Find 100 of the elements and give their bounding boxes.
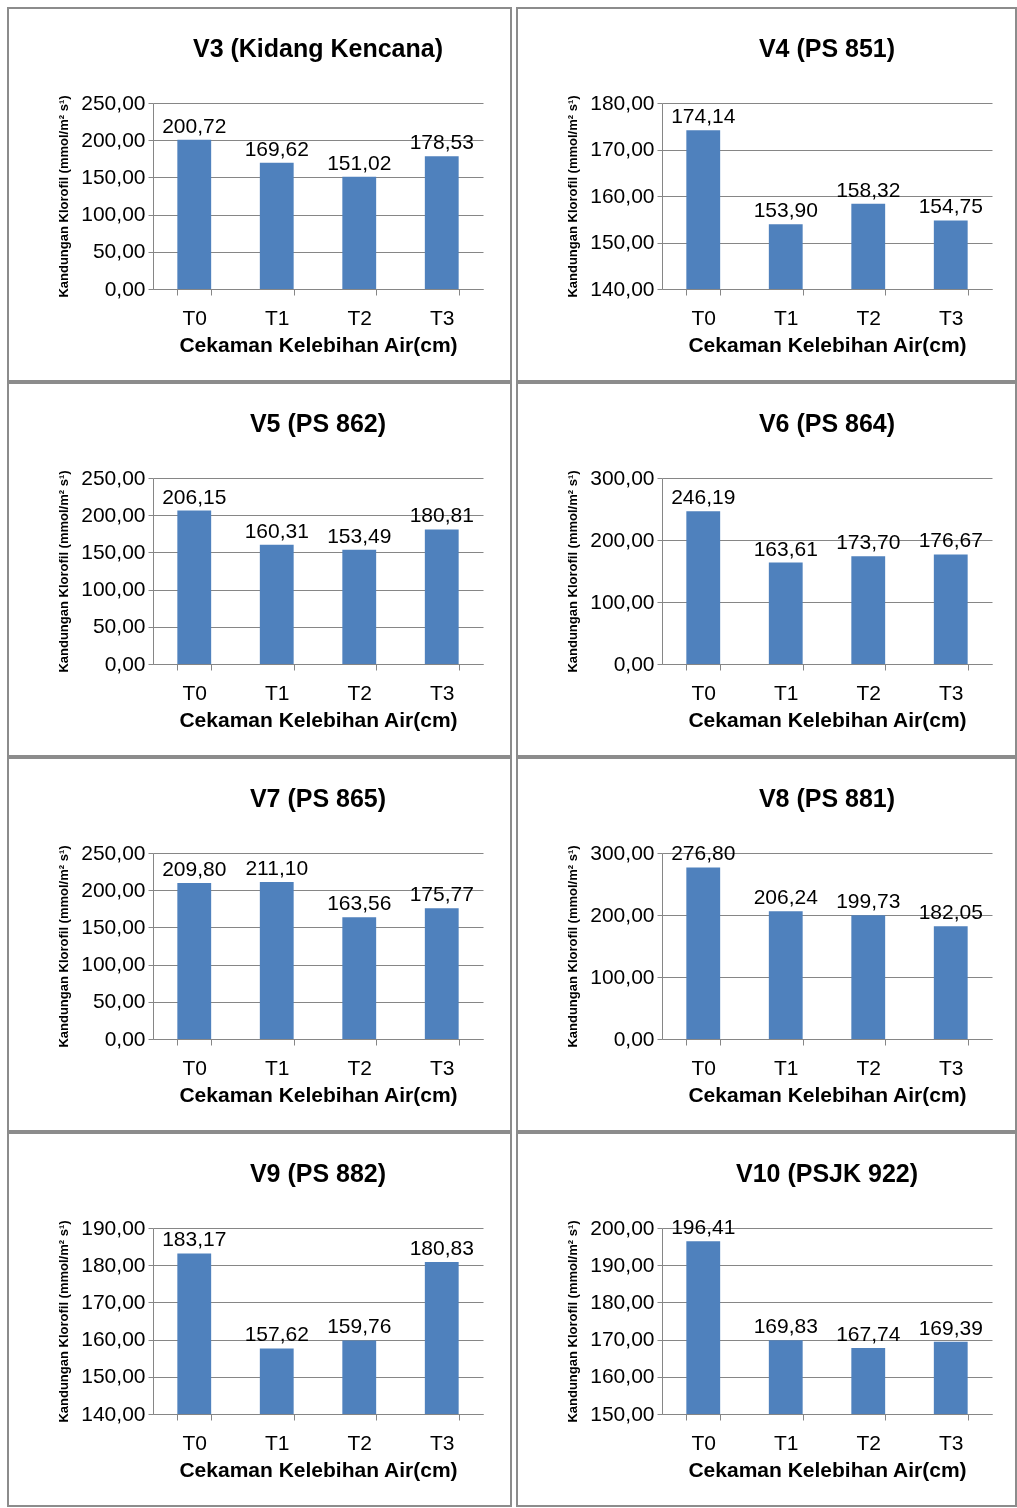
x-tick-label: T3 bbox=[938, 305, 964, 329]
y-tick-label: 250,00 bbox=[81, 465, 146, 489]
data-label: 160,31 bbox=[244, 518, 309, 542]
bar bbox=[933, 926, 968, 1039]
y-tick-label: 180,00 bbox=[81, 1252, 146, 1276]
y-tick-label: 100,00 bbox=[590, 964, 655, 988]
data-label: 174,14 bbox=[671, 104, 736, 128]
bar bbox=[259, 162, 294, 289]
data-label: 173,70 bbox=[836, 530, 901, 554]
y-tick-label: 100,00 bbox=[590, 589, 655, 613]
data-label: 151,02 bbox=[327, 150, 392, 174]
x-tick-label: T3 bbox=[429, 680, 455, 704]
x-axis-title: Cekaman Kelebihan Air(cm) bbox=[688, 1457, 967, 1481]
bar bbox=[851, 556, 886, 664]
chart-title: V6 (PS 864) bbox=[758, 409, 896, 437]
x-tick-label: T1 bbox=[773, 680, 799, 704]
y-tick-label: 50,00 bbox=[92, 989, 146, 1013]
bar bbox=[342, 176, 377, 289]
y-tick-label: 150,00 bbox=[590, 1401, 655, 1425]
y-tick-label: 170,00 bbox=[81, 1289, 146, 1313]
y-tick-label: 180,00 bbox=[590, 90, 655, 114]
data-label: 180,81 bbox=[409, 503, 474, 527]
data-label: 276,80 bbox=[671, 841, 736, 865]
y-tick-label: 160,00 bbox=[81, 1327, 146, 1351]
bar bbox=[768, 562, 803, 664]
x-axis-title: Cekaman Kelebihan Air(cm) bbox=[179, 332, 458, 356]
y-tick-label: 200,00 bbox=[590, 902, 655, 926]
bar bbox=[686, 867, 721, 1039]
y-tick-label: 100,00 bbox=[81, 577, 146, 601]
data-label: 209,80 bbox=[162, 856, 227, 880]
data-label: 180,83 bbox=[409, 1236, 474, 1260]
x-tick-label: T1 bbox=[264, 305, 290, 329]
y-tick-label: 180,00 bbox=[590, 1289, 655, 1313]
x-axis-title: Cekaman Kelebihan Air(cm) bbox=[179, 1457, 458, 1481]
y-tick-label: 140,00 bbox=[590, 276, 655, 300]
x-tick-label: T2 bbox=[856, 305, 882, 329]
chart-title: V9 (PS 882) bbox=[249, 1159, 387, 1187]
y-tick-label: 0,00 bbox=[613, 1026, 655, 1050]
x-tick-label: T3 bbox=[429, 1055, 455, 1079]
y-axis-title: Kandungan Klorofil (mmol/m² s¹) bbox=[565, 1220, 581, 1423]
x-axis-title: Cekaman Kelebihan Air(cm) bbox=[688, 332, 967, 356]
y-tick-label: 0,00 bbox=[104, 1026, 146, 1050]
data-label: 211,10 bbox=[245, 855, 309, 879]
data-label: 169,39 bbox=[918, 1315, 983, 1339]
data-label: 183,17 bbox=[162, 1227, 227, 1251]
bar bbox=[933, 554, 968, 664]
x-tick-label: T3 bbox=[429, 1430, 455, 1454]
x-axis-title: Cekaman Kelebihan Air(cm) bbox=[179, 707, 458, 731]
x-tick-label: T3 bbox=[938, 1055, 964, 1079]
chart-title: V7 (PS 865) bbox=[249, 784, 387, 812]
y-tick-label: 100,00 bbox=[81, 952, 146, 976]
y-axis-title: Kandungan Klorofil (mmol/m² s¹) bbox=[56, 1220, 72, 1423]
x-axis-title: Cekaman Kelebihan Air(cm) bbox=[688, 1082, 967, 1106]
y-tick-label: 200,00 bbox=[590, 1215, 655, 1239]
y-tick-label: 300,00 bbox=[590, 465, 655, 489]
x-tick-label: T3 bbox=[938, 1430, 964, 1454]
y-axis-title: Kandungan Klorofil (mmol/m² s¹) bbox=[56, 845, 72, 1048]
y-tick-label: 250,00 bbox=[81, 840, 146, 864]
bar bbox=[851, 915, 886, 1039]
y-tick-label: 0,00 bbox=[613, 651, 655, 675]
chart-title: V3 (Kidang Kencana) bbox=[192, 34, 444, 62]
y-tick-label: 200,00 bbox=[81, 877, 146, 901]
chart-title: V4 (PS 851) bbox=[758, 34, 896, 62]
y-axis-title: Kandungan Klorofil (mmol/m² s¹) bbox=[565, 95, 581, 298]
x-tick-label: T3 bbox=[429, 305, 455, 329]
y-axis-title: Kandungan Klorofil (mmol/m² s¹) bbox=[565, 470, 581, 673]
data-label: 206,24 bbox=[753, 885, 819, 909]
x-tick-label: T2 bbox=[856, 1430, 882, 1454]
y-axis-title: Kandungan Klorofil (mmol/m² s¹) bbox=[565, 845, 581, 1048]
x-tick-label: T2 bbox=[856, 680, 882, 704]
y-tick-label: 190,00 bbox=[590, 1252, 655, 1276]
y-tick-label: 170,00 bbox=[590, 137, 655, 160]
x-tick-label: T1 bbox=[264, 1430, 290, 1454]
bar bbox=[424, 529, 459, 664]
y-tick-label: 0,00 bbox=[104, 276, 146, 300]
chart-title: V5 (PS 862) bbox=[249, 409, 387, 437]
x-tick-label: T0 bbox=[182, 1055, 208, 1079]
y-tick-label: 0,00 bbox=[104, 651, 146, 675]
data-label: 178,53 bbox=[409, 130, 474, 154]
y-tick-label: 150,00 bbox=[81, 914, 146, 938]
x-tick-label: T0 bbox=[691, 680, 717, 704]
y-tick-label: 300,00 bbox=[590, 840, 655, 864]
y-tick-label: 140,00 bbox=[81, 1401, 146, 1425]
data-label: 176,67 bbox=[918, 528, 983, 552]
x-tick-label: T1 bbox=[264, 680, 290, 704]
bar bbox=[686, 511, 721, 664]
x-axis-title: Cekaman Kelebihan Air(cm) bbox=[179, 1082, 458, 1106]
y-tick-label: 150,00 bbox=[81, 164, 146, 188]
data-label: 159,76 bbox=[327, 1314, 392, 1338]
data-label: 153,49 bbox=[327, 523, 392, 547]
x-axis-title: Cekaman Kelebihan Air(cm) bbox=[688, 707, 967, 731]
y-tick-label: 190,00 bbox=[81, 1215, 146, 1239]
x-tick-label: T1 bbox=[264, 1055, 290, 1079]
x-tick-label: T0 bbox=[182, 305, 208, 329]
x-tick-label: T0 bbox=[182, 1430, 208, 1454]
y-tick-label: 200,00 bbox=[590, 527, 655, 551]
x-tick-label: T0 bbox=[691, 1055, 717, 1079]
data-label: 200,72 bbox=[162, 113, 227, 137]
x-tick-label: T0 bbox=[691, 1430, 717, 1454]
chart-title: V8 (PS 881) bbox=[758, 784, 896, 812]
